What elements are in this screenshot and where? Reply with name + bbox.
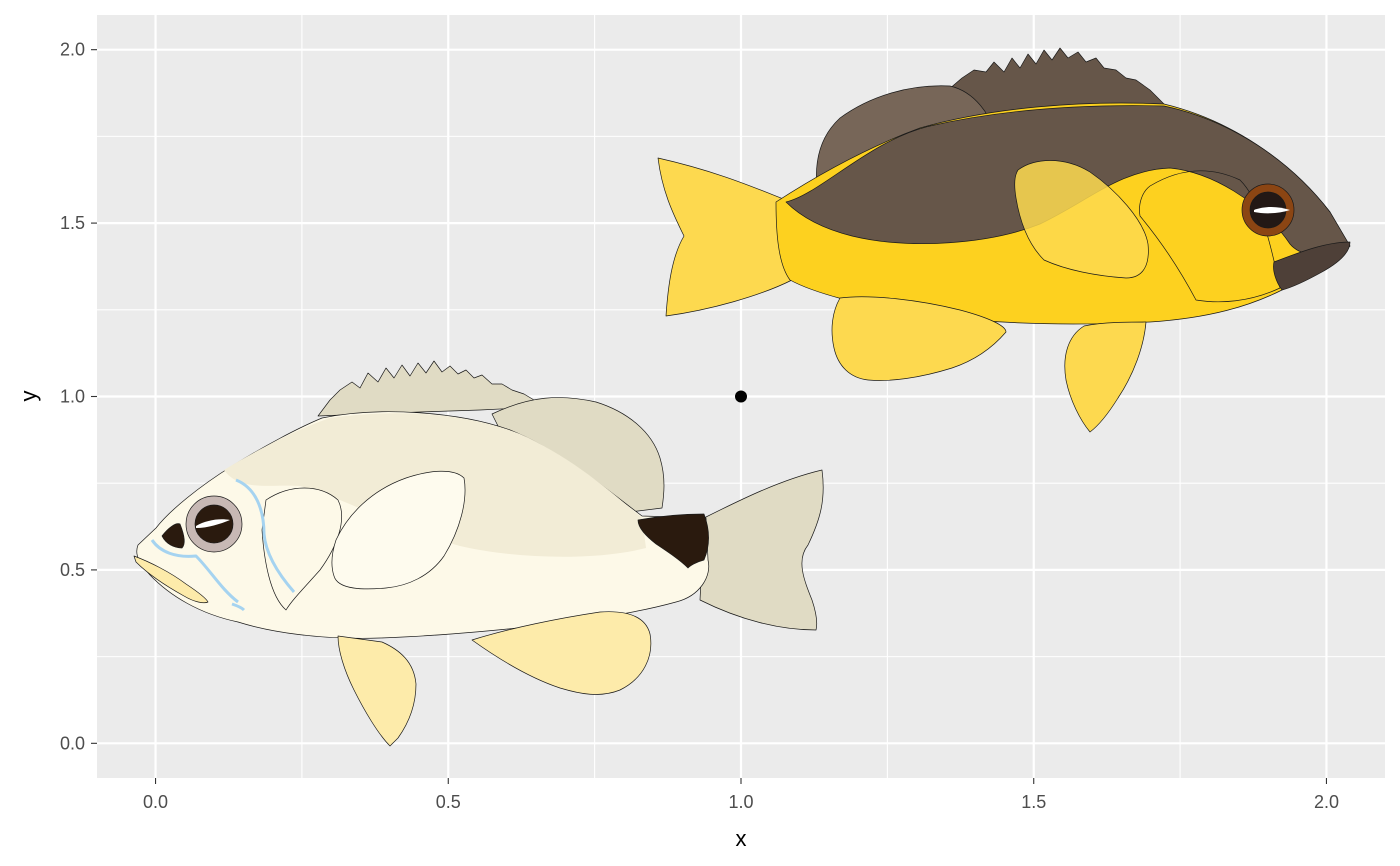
x-tick-label: 0.5: [436, 792, 461, 812]
yellow-fish-operculum: [1139, 170, 1281, 303]
data-point: [735, 390, 747, 403]
pale-fish-jaw: [133, 555, 209, 604]
pale-fish-image: [133, 360, 824, 747]
yellow-fish-pectoral-fin: [1014, 160, 1149, 279]
points-layer: [735, 390, 747, 403]
pale-fish-soft-dorsal: [491, 397, 665, 513]
pale-fish-lateral-line-3: [231, 602, 246, 612]
x-tick-label: 2.0: [1314, 792, 1339, 812]
pale-fish-tail: [699, 469, 824, 631]
yellow-fish-pelvic-fin: [1064, 321, 1147, 433]
yellow-fish-lower-jaw: [1273, 241, 1351, 291]
x-axis: 0.0 0.5 1.0 1.5 2.0: [143, 778, 1339, 812]
x-axis-title: x: [736, 826, 747, 851]
x-tick-label: 0.0: [143, 792, 168, 812]
pale-fish-operculum: [261, 487, 342, 611]
pale-fish-pelvic-fin: [337, 635, 417, 747]
y-tick-label: 0.0: [60, 733, 85, 753]
x-tick-label: 1.0: [728, 792, 753, 812]
yellow-fish-anal-fin: [831, 296, 1007, 381]
pale-fish-spot: [637, 513, 709, 569]
yellow-fish-image: [657, 47, 1351, 433]
pale-fish-anal-fin: [471, 611, 652, 695]
yellow-fish-spiny-dorsal: [947, 47, 1165, 121]
y-tick-label: 1.0: [60, 387, 85, 407]
pale-fish-eye-glint: [196, 519, 230, 528]
y-tick-label: 0.5: [60, 560, 85, 580]
y-tick-label: 2.0: [60, 40, 85, 60]
x-tick-label: 1.5: [1021, 792, 1046, 812]
yellow-fish-eye-glint: [1254, 207, 1290, 214]
pale-fish-lateral-line-2: [235, 478, 296, 593]
pale-fish-pectoral-fin: [331, 470, 466, 590]
y-tick-label: 1.5: [60, 213, 85, 233]
y-axis: 0.0 0.5 1.0 1.5 2.0: [60, 40, 97, 753]
y-axis-title: y: [16, 391, 41, 402]
pale-fish-lateral-line-1: [150, 539, 239, 604]
pale-fish-spiny-dorsal: [317, 360, 535, 417]
pale-fish-snout-mark: [161, 523, 185, 549]
yellow-fish-tail: [657, 157, 793, 317]
